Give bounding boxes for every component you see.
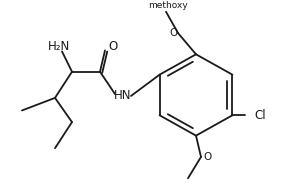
Text: methoxy: methoxy bbox=[148, 1, 188, 10]
Text: HN: HN bbox=[114, 89, 132, 102]
Text: O: O bbox=[203, 152, 211, 162]
Text: Cl: Cl bbox=[254, 109, 266, 122]
Text: O: O bbox=[170, 28, 178, 38]
Text: O: O bbox=[108, 40, 117, 53]
Text: H₂N: H₂N bbox=[48, 40, 70, 53]
